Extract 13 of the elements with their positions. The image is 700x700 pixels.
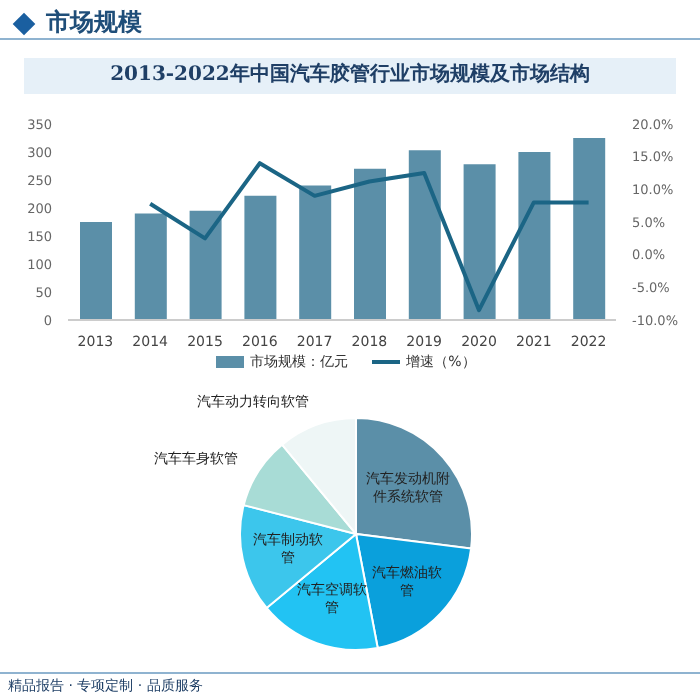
bar [189,210,222,320]
bar [463,164,496,320]
bar [134,213,167,320]
bar [299,185,332,320]
chart-title: 2013-2022年中国汽车胶管行业市场规模及市场结构 [24,58,676,94]
text: 市场规模 [46,6,142,40]
bar [518,152,551,320]
bar [80,222,112,320]
line-series [148,161,591,313]
bar [244,195,277,320]
bar [354,168,386,320]
bar [573,138,606,320]
bar [408,150,441,320]
